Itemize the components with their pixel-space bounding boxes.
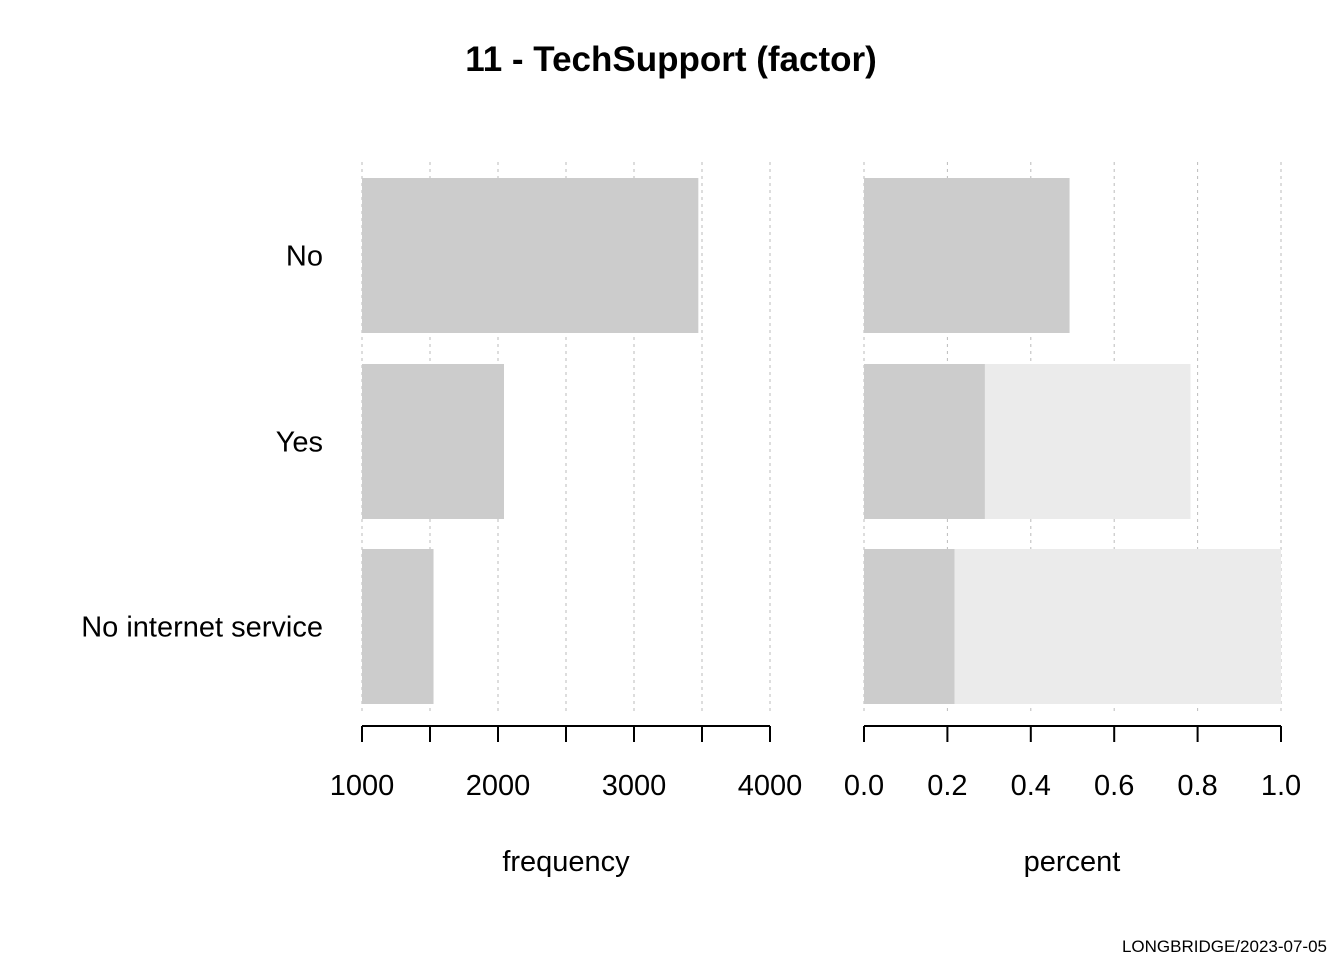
freq-bar-2 [362, 549, 434, 704]
pct-tick-label-4: 0.8 [1177, 770, 1217, 802]
frequency-axis: 1000 2000 3000 4000 [330, 725, 803, 802]
freq-bar-1 [362, 364, 504, 519]
category-labels: No Yes No internet service [81, 241, 323, 644]
frequency-panel: 1000 2000 3000 4000 frequency [330, 162, 803, 878]
category-label-2: No internet service [81, 612, 323, 644]
frequency-bars [362, 178, 699, 704]
chart-title: 11 - TechSupport (factor) [465, 40, 877, 79]
freq-tick-label-0: 1000 [330, 770, 395, 802]
pct-tick-label-1: 0.2 [927, 770, 967, 802]
pct-bar-2-series-0 [864, 549, 955, 704]
frequency-axis-label: frequency [502, 846, 630, 878]
pct-bar-2-series-1 [954, 549, 1281, 704]
percent-bars [864, 178, 1281, 704]
pct-bar-1-series-0 [864, 364, 985, 519]
freq-tick-label-1: 2000 [466, 770, 531, 802]
percent-panel: 0.0 0.2 0.4 0.6 0.8 1.0 percent [844, 162, 1301, 878]
percent-axis-label: percent [1024, 846, 1121, 878]
pct-bar-0-series-0 [864, 178, 1070, 333]
category-label-0: No [286, 241, 323, 273]
pct-tick-label-2: 0.4 [1011, 770, 1051, 802]
pct-tick-label-0: 0.0 [844, 770, 884, 802]
pct-bar-1-series-1 [984, 364, 1191, 519]
pct-tick-label-3: 0.6 [1094, 770, 1134, 802]
freq-tick-label-3: 4000 [738, 770, 803, 802]
pct-tick-label-5: 1.0 [1261, 770, 1301, 802]
freq-tick-label-2: 3000 [602, 770, 667, 802]
category-label-1: Yes [276, 427, 323, 459]
footer-credit: LONGBRIDGE/2023-07-05 [1122, 937, 1327, 956]
freq-bar-0 [362, 178, 699, 333]
percent-axis: 0.0 0.2 0.4 0.6 0.8 1.0 [844, 725, 1301, 802]
